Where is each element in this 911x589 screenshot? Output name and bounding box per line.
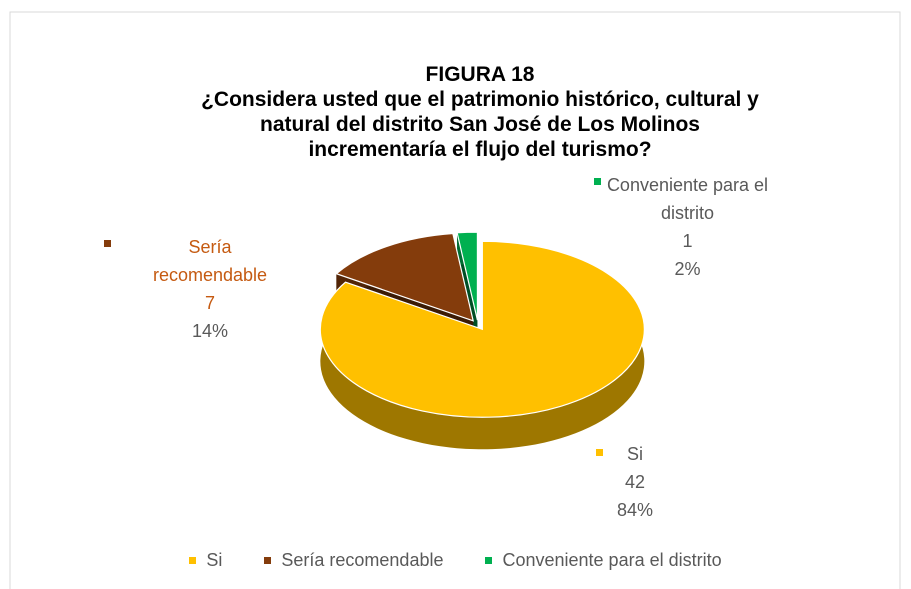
chart-border <box>9 11 901 589</box>
legend-item: Sería recomendable <box>264 550 443 571</box>
data-label-marker <box>594 178 601 185</box>
legend-swatch <box>485 557 493 564</box>
data-label-category: Conveniente para el distrito <box>606 175 769 223</box>
pie <box>319 231 645 450</box>
data-label-value: 42 <box>624 472 646 492</box>
data-label-marker <box>104 240 111 247</box>
data-label-value: 1 <box>682 231 693 251</box>
legend-label: Sería recomendable <box>281 550 444 570</box>
slice <box>319 240 645 450</box>
data-label-marker <box>596 449 603 456</box>
data-label-category: Si <box>626 444 643 464</box>
data-label: Conveniente para el distrito 1 2% <box>605 171 770 283</box>
slice-top <box>335 232 475 322</box>
data-label: Sería recomendable 7 14% <box>140 233 280 345</box>
chart-subtitle-line: natural del distrito San José de Los Mol… <box>260 113 700 136</box>
legend-item: Si <box>189 550 222 571</box>
legend: Si Sería recomendable Conveniente para el … <box>0 550 911 571</box>
legend-swatch <box>189 557 197 564</box>
data-label-percent: 84% <box>616 500 654 520</box>
chart-title: FIGURA 18 <box>425 63 535 86</box>
legend-swatch <box>264 557 272 564</box>
legend-label: Si <box>206 550 223 570</box>
chart-subtitle-line: incrementaría el flujo del turismo? <box>308 138 652 161</box>
slice-top <box>456 231 479 321</box>
data-label-value: 7 <box>204 293 215 313</box>
data-label-percent: 2% <box>674 259 701 279</box>
legend-item: Conveniente para el distrito <box>485 550 722 571</box>
slice-top <box>319 240 645 418</box>
legend-label: Conveniente para el distrito <box>502 550 722 570</box>
data-label: Si 42 84% <box>560 440 710 524</box>
chart-subtitle-line: ¿Considera usted que el patrimonio histó… <box>201 88 759 111</box>
data-label-percent: 14% <box>191 321 229 341</box>
data-label-category: Sería recomendable <box>152 237 268 285</box>
